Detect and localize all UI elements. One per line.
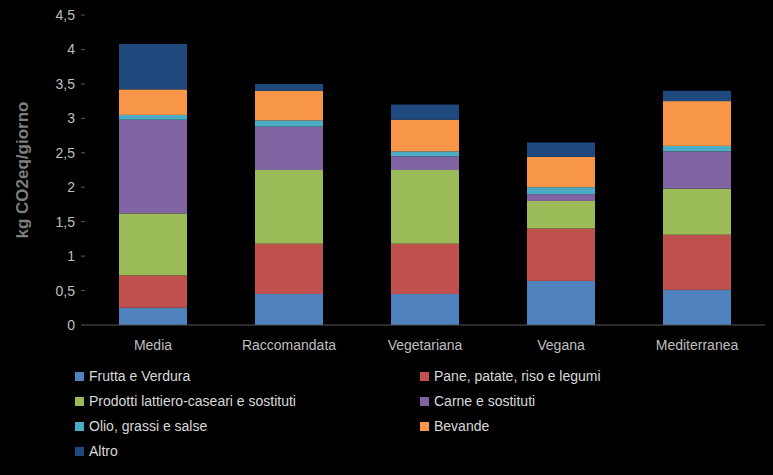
y-tick-label: 1,5 [56, 214, 76, 230]
y-tick [81, 187, 85, 188]
y-axis-label: kg CO2eq/giorno [13, 102, 32, 239]
bar-segment [663, 101, 731, 146]
bar-segment [527, 229, 595, 281]
chart: 0 0,5 1 1,5 2 2,5 3 3,5 4 4,5 kg CO2eq/giorno Media… [0, 0, 773, 475]
bar-segment [255, 120, 323, 126]
y-tick [81, 15, 85, 16]
legend-swatch [420, 422, 429, 431]
bar-segment [255, 127, 323, 170]
bar-segment [527, 157, 595, 187]
bar-segment [255, 84, 323, 91]
y-tick [81, 118, 85, 119]
bar-segment [663, 151, 731, 188]
legend-swatch [75, 372, 84, 381]
y-tick-label: 3 [67, 110, 75, 126]
y-tick [81, 256, 85, 257]
bar-segment [663, 146, 731, 152]
x-tick-label: Vegana [537, 337, 585, 353]
bar-segment [391, 156, 459, 170]
bar-segment [391, 244, 459, 294]
y-tick [81, 325, 85, 326]
legend-label: Frutta e Verdura [89, 368, 190, 384]
legend-swatch [420, 372, 429, 381]
x-tick-label: Vegetariana [388, 337, 463, 353]
bar-segment [119, 213, 187, 275]
y-tick-label: 4 [67, 41, 75, 57]
bar-segment [255, 244, 323, 294]
y-tick-label: 3,5 [56, 76, 76, 92]
bar-segment [663, 91, 731, 101]
legend-swatch [75, 397, 84, 406]
y-tick [81, 290, 85, 291]
bar-segment [119, 308, 187, 325]
y-tick [81, 83, 85, 84]
y-tick [81, 49, 85, 50]
x-tick-label: Raccomandata [242, 337, 336, 353]
y-tick-label: 0 [67, 317, 75, 333]
bar-segment [119, 275, 187, 307]
bar-segment [255, 170, 323, 244]
legend-label: Prodotti lattiero-caseari e sostituti [89, 393, 296, 409]
bar-segment [119, 120, 187, 214]
bar-segment [255, 91, 323, 121]
legend-swatch [75, 422, 84, 431]
y-tick [81, 221, 85, 222]
y-tick-label: 1 [67, 248, 75, 264]
bar-segment [391, 170, 459, 244]
bar-segment [663, 235, 731, 290]
bar-segment [527, 281, 595, 325]
bar-segment [663, 290, 731, 325]
bar-segment [527, 201, 595, 229]
legend-label: Bevande [434, 418, 489, 434]
bar-segment [391, 105, 459, 120]
legend-swatch [420, 397, 429, 406]
legend-label: Pane, patate, riso e legumi [434, 368, 601, 384]
bar-segment [527, 194, 595, 201]
y-tick-label: 4,5 [56, 7, 76, 23]
bar-segment [391, 294, 459, 325]
legend-swatch [75, 447, 84, 456]
x-tick-label: Mediterranea [656, 337, 739, 353]
bar-segment [391, 151, 459, 156]
y-tick-label: 2,5 [56, 145, 76, 161]
bar-segment [119, 44, 187, 89]
background [0, 0, 773, 475]
legend-label: Altro [89, 443, 118, 459]
bar-segment [255, 294, 323, 325]
y-tick-label: 2 [67, 179, 75, 195]
y-tick-label: 0,5 [56, 283, 76, 299]
bars [119, 44, 731, 325]
x-tick-label: Media [134, 337, 172, 353]
bar-segment [527, 187, 595, 194]
bar-segment [119, 115, 187, 120]
bar-segment [527, 142, 595, 156]
bar-segment [119, 89, 187, 114]
legend-label: Carne e sostituti [434, 393, 535, 409]
y-tick [81, 152, 85, 153]
bar-segment [663, 189, 731, 235]
x-axis [85, 325, 765, 326]
legend-label: Olio, grassi e salse [89, 418, 207, 434]
bar-segment [391, 120, 459, 152]
